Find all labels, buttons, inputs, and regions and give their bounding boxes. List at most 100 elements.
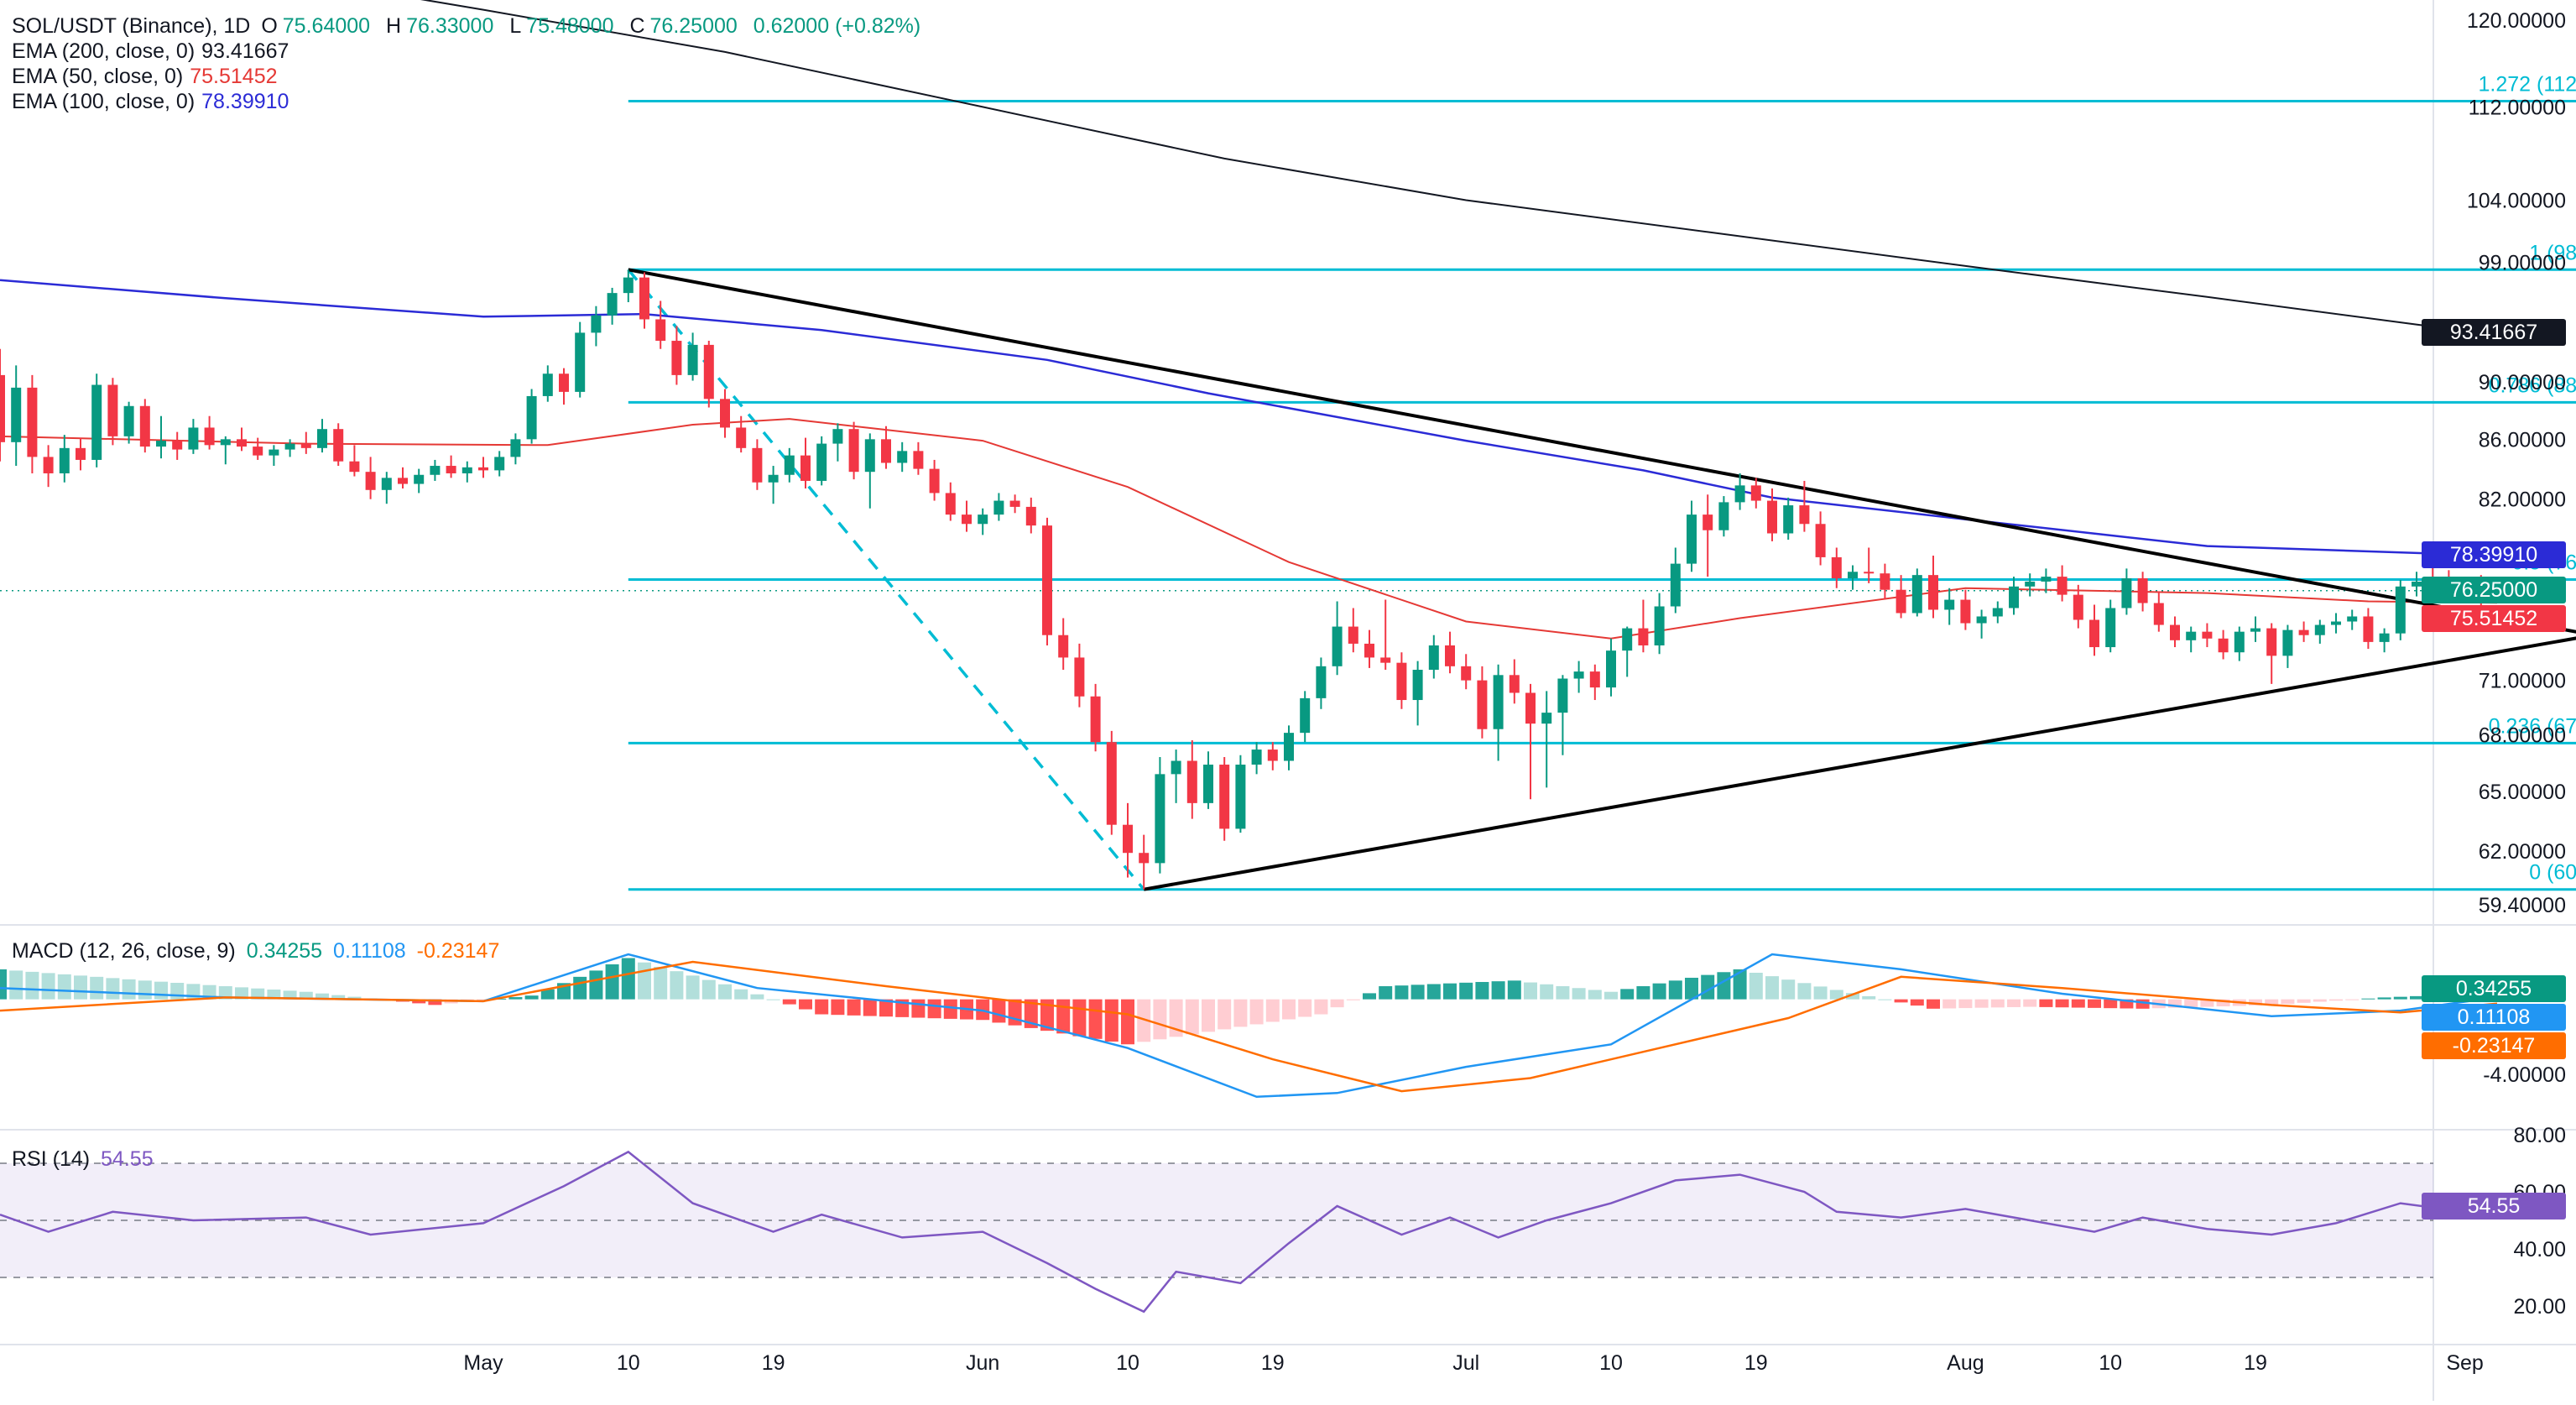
price-axis-label: 99.00000 <box>2479 251 2566 274</box>
candle-body <box>1911 575 1922 614</box>
candle-body <box>188 427 199 450</box>
macd-histogram-bar <box>251 988 265 1000</box>
candle-body <box>1493 675 1504 729</box>
fib-level-label: 0 (60.13000) <box>2529 861 2576 885</box>
macd-legend: MACD (12, 26, close, 9) 0.34255 0.11108 … <box>12 938 504 964</box>
macd-histogram-bar <box>2313 999 2327 1002</box>
candle-body <box>703 344 714 400</box>
fib-level-label: 1.272 (112.52087) <box>2479 72 2576 96</box>
candle-body <box>864 439 875 473</box>
macd-histogram-bar <box>1202 999 1215 1032</box>
macd-histogram-bar <box>235 987 248 1000</box>
macd-histogram-bar <box>718 984 732 1000</box>
macd-histogram-bar <box>1008 999 1022 1026</box>
macd-histogram-bar <box>1443 983 1457 1000</box>
rsi-label: RSI (14) <box>12 1147 91 1171</box>
macd-histogram-bar <box>428 999 442 1005</box>
macd-histogram-bar <box>927 999 941 1019</box>
macd-histogram-bar <box>1556 986 1570 1000</box>
candle-body <box>333 429 344 462</box>
macd-histogram-bar <box>1942 999 1957 1009</box>
candle-body <box>478 467 488 471</box>
candle-body <box>430 466 441 475</box>
candle-body <box>848 429 859 473</box>
candle-body <box>1509 675 1520 693</box>
candle-body <box>929 468 940 494</box>
candle-body <box>317 429 327 448</box>
price-axis-label: 65.00000 <box>2479 781 2566 804</box>
candle-body <box>2266 628 2277 656</box>
macd-histogram-bar <box>2393 996 2407 1000</box>
macd-histogram-bar <box>1813 986 1828 1000</box>
macd-histogram-bar <box>605 964 619 1000</box>
candle-body <box>1412 670 1423 701</box>
candle-body <box>2121 578 2132 608</box>
macd-histogram-bar <box>2120 999 2134 1009</box>
ohlc-low: L 75.48000 <box>509 14 614 38</box>
macd-histogram-bar <box>106 978 120 1000</box>
candle-body <box>623 277 634 294</box>
ohlc-close: C 76.25000 <box>629 14 738 38</box>
macd-histogram-bar <box>2135 999 2150 1009</box>
candle-body <box>2009 586 2019 608</box>
candle-body <box>978 514 988 525</box>
macd-histogram-bar <box>2216 999 2230 1007</box>
candle-body <box>76 447 86 460</box>
candle-body <box>1090 696 1101 743</box>
macd-histogram-bar <box>1330 999 1344 1008</box>
candle-body <box>461 467 472 473</box>
ema200-price-badge: 93.41667 <box>2422 319 2566 346</box>
macd-histogram-bar <box>1668 980 1682 1000</box>
price-axis-label: 62.00000 <box>2479 840 2566 864</box>
candle-body <box>832 429 843 444</box>
candle-body <box>398 478 408 484</box>
macd-hist-badge: 0.34255 <box>2422 975 2566 1002</box>
macd-histogram-bar <box>863 999 877 1016</box>
time-axis-label: 10 <box>1599 1351 1623 1375</box>
candle-body <box>1799 505 1810 525</box>
candle-body <box>414 474 425 484</box>
time-axis-label: 19 <box>2244 1351 2267 1375</box>
macd-histogram-bar <box>1298 999 1312 1017</box>
candle-body <box>1203 765 1213 803</box>
candle-body <box>720 399 730 428</box>
macd-signal-value: -0.23147 <box>416 939 500 963</box>
candle-body <box>736 427 747 448</box>
candle-body <box>381 478 392 490</box>
macd-histogram-bar <box>573 976 587 1000</box>
candle-body <box>1348 626 1358 644</box>
macd-histogram-bar <box>1185 999 1199 1035</box>
macd-histogram-bar <box>1540 984 1554 1000</box>
time-axis-label: Jul <box>1452 1351 1479 1375</box>
macd-histogram-bar <box>2200 999 2214 1007</box>
time-axis-label: 19 <box>762 1351 785 1375</box>
rsi-legend: RSI (14) 54.55 <box>12 1146 159 1172</box>
macd-histogram-bar <box>1862 995 1876 1000</box>
macd-histogram-bar <box>1927 999 1940 1009</box>
macd-signal-line <box>0 960 2498 1093</box>
candle-body <box>559 373 569 392</box>
macd-histogram-bar <box>1426 984 1441 1000</box>
macd-histogram-bar <box>524 995 539 1000</box>
macd-line-badge: 0.11108 <box>2422 1004 2566 1031</box>
macd-histogram-bar <box>170 982 185 1000</box>
macd-histogram-bar <box>1749 973 1763 1000</box>
macd-histogram-bar <box>1507 980 1521 1000</box>
macd-label: MACD (12, 26, close, 9) <box>12 939 236 963</box>
triangle-upper-line <box>628 268 2576 634</box>
macd-signal-badge: -0.23147 <box>2422 1032 2566 1059</box>
ema200-legend: EMA (200, close, 0) 93.41667 <box>12 39 289 63</box>
macd-histogram-bar <box>218 986 232 1000</box>
macd-histogram-bar <box>2361 998 2375 1000</box>
macd-histogram-bar <box>1717 972 1731 1000</box>
candle-body <box>945 493 956 515</box>
macd-histogram-bar <box>589 970 603 1000</box>
time-axis-label: 10 <box>2099 1351 2122 1375</box>
macd-histogram-bar <box>315 993 329 1000</box>
candle-body <box>1445 645 1455 666</box>
time-axis-label: Jun <box>966 1351 999 1375</box>
macd-histogram-bar <box>1910 999 1924 1006</box>
rsi-axis-label: 20.00 <box>2513 1295 2566 1319</box>
